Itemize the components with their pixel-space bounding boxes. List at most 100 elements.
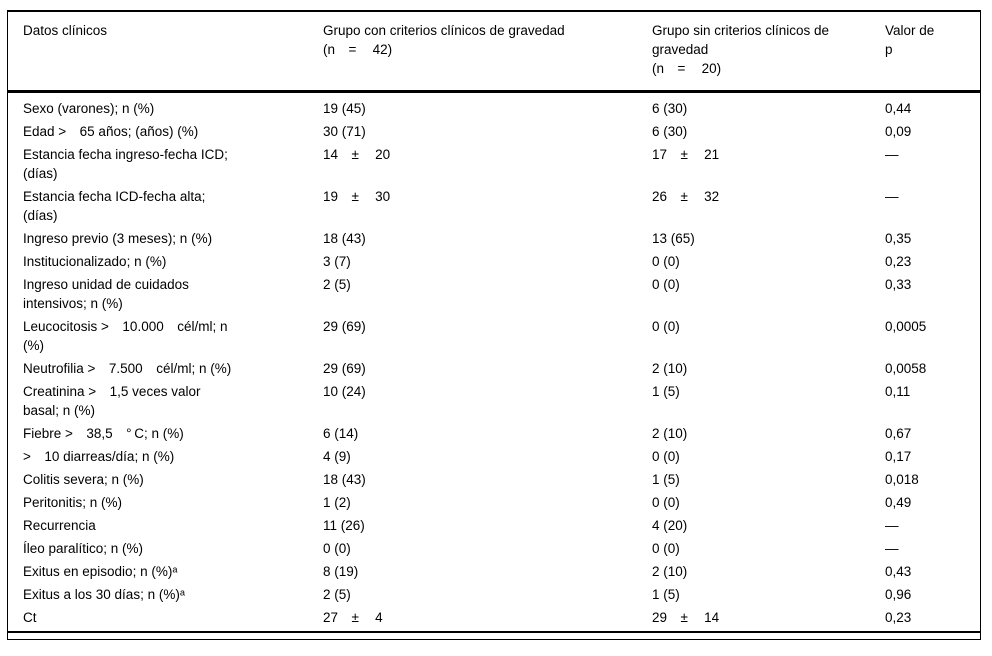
cell-group-without: 1 (5) bbox=[652, 587, 680, 602]
cell-group-without: 0 (0) bbox=[652, 277, 680, 292]
table-row-creatinina: Creatinina > 1,5 veces valor basal; n (%… bbox=[8, 380, 981, 422]
row-label: > 10 diarreas/día; n (%) bbox=[23, 449, 175, 464]
column-header-datos-clinicos: Datos clínicos bbox=[8, 11, 323, 93]
cell-group-with: 19 ± 30 bbox=[323, 189, 391, 204]
row-label: Estancia fecha ingreso-fecha ICD; (días) bbox=[23, 147, 228, 181]
row-label: Ingreso previo (3 meses); n (%) bbox=[23, 231, 213, 246]
table-row-diarreas: > 10 diarreas/día; n (%) 4 (9) 0 (0) 0,1… bbox=[8, 445, 981, 468]
cell-group-without: 0 (0) bbox=[652, 495, 680, 510]
clinical-data-table-frame: Datos clínicos Grupo con criterios clíni… bbox=[7, 10, 981, 640]
cell-group-without: 2 (10) bbox=[652, 564, 688, 579]
cell-p-value: 0,67 bbox=[885, 426, 912, 441]
table-row-peritonitis: Peritonitis; n (%) 1 (2) 0 (0) 0,49 bbox=[8, 491, 981, 514]
cell-p-value: — bbox=[885, 147, 899, 162]
table-header: Datos clínicos Grupo con criterios clíni… bbox=[8, 11, 981, 93]
row-label: Ingreso unidad de cuidados intensivos; n… bbox=[23, 277, 189, 311]
table-row-institucionalizado: Institucionalizado; n (%) 3 (7) 0 (0) 0,… bbox=[8, 250, 981, 273]
column-header-grupo-sin-criterios: Grupo sin criterios clínicos de gravedad… bbox=[652, 11, 885, 93]
cell-group-without: 0 (0) bbox=[652, 449, 680, 464]
cell-p-value: — bbox=[885, 189, 899, 204]
cell-group-without: 0 (0) bbox=[652, 541, 680, 556]
cell-p-value: 0,0005 bbox=[885, 319, 927, 334]
cell-p-value: — bbox=[885, 518, 899, 533]
cell-group-without: 6 (30) bbox=[652, 101, 688, 116]
clinical-data-table: Datos clínicos Grupo con criterios clíni… bbox=[8, 10, 981, 633]
cell-p-value: 0,96 bbox=[885, 587, 912, 602]
cell-group-without: 2 (10) bbox=[652, 426, 688, 441]
table-row-ingreso-uci: Ingreso unidad de cuidados intensivos; n… bbox=[8, 273, 981, 315]
cell-p-value: 0,23 bbox=[885, 254, 912, 269]
cell-group-with: 2 (5) bbox=[323, 587, 351, 602]
table-row-exitus-30-dias: Exitus a los 30 días; n (%)ᵃ 2 (5) 1 (5)… bbox=[8, 583, 981, 606]
cell-group-with: 3 (7) bbox=[323, 254, 351, 269]
table-row-ingreso-previo: Ingreso previo (3 meses); n (%) 18 (43) … bbox=[8, 227, 981, 250]
row-label: Creatinina > 1,5 veces valor basal; n (%… bbox=[23, 384, 201, 418]
cell-group-without: 17 ± 21 bbox=[652, 147, 720, 162]
cell-p-value: 0,018 bbox=[885, 472, 919, 487]
cell-group-with: 29 (69) bbox=[323, 319, 366, 334]
cell-group-with: 4 (9) bbox=[323, 449, 351, 464]
cell-group-with: 1 (2) bbox=[323, 495, 351, 510]
table-row-ct: Ct 27 ± 4 29 ± 14 0,23 bbox=[8, 606, 981, 632]
table-row-ileo-paralitico: Íleo paralítico; n (%) 0 (0) 0 (0) — bbox=[8, 537, 981, 560]
cell-group-without: 13 (65) bbox=[652, 231, 695, 246]
table-row-sexo: Sexo (varones); n (%) 19 (45) 6 (30) 0,4… bbox=[8, 92, 981, 121]
row-label: Sexo (varones); n (%) bbox=[23, 101, 155, 116]
table-row-estancia-ingreso-icd: Estancia fecha ingreso-fecha ICD; (días)… bbox=[8, 143, 981, 185]
cell-p-value: — bbox=[885, 541, 899, 556]
cell-p-value: 0,09 bbox=[885, 124, 912, 139]
cell-p-value: 0,0058 bbox=[885, 361, 927, 376]
cell-p-value: 0,17 bbox=[885, 449, 912, 464]
cell-group-with: 0 (0) bbox=[323, 541, 351, 556]
cell-group-with: 8 (19) bbox=[323, 564, 359, 579]
cell-group-with: 29 (69) bbox=[323, 361, 366, 376]
cell-group-with: 18 (43) bbox=[323, 231, 366, 246]
cell-group-with: 14 ± 20 bbox=[323, 147, 391, 162]
row-label: Ct bbox=[23, 610, 37, 625]
cell-group-with: 2 (5) bbox=[323, 277, 351, 292]
table-body: Sexo (varones); n (%) 19 (45) 6 (30) 0,4… bbox=[8, 92, 981, 633]
row-label: Exitus en episodio; n (%)ᵃ bbox=[23, 564, 178, 579]
row-label: Leucocitosis > 10.000 cél/ml; n (%) bbox=[23, 319, 228, 353]
cell-p-value: 0,33 bbox=[885, 277, 912, 292]
cell-group-with: 11 (26) bbox=[323, 518, 365, 533]
cell-group-without: 0 (0) bbox=[652, 319, 680, 334]
row-label: Edad > 65 años; (años) (%) bbox=[23, 124, 199, 139]
row-label: Recurrencia bbox=[23, 518, 96, 533]
row-label: Fiebre > 38,5 ° C; n (%) bbox=[23, 426, 184, 441]
cell-group-with: 6 (14) bbox=[323, 426, 359, 441]
column-header-grupo-con-criterios: Grupo con criterios clínicos de gravedad… bbox=[323, 11, 652, 93]
cell-group-with: 19 (45) bbox=[323, 101, 366, 116]
column-header-valor-de-p: Valor de p bbox=[885, 11, 981, 93]
cell-group-with: 10 (24) bbox=[323, 384, 366, 399]
header-row: Datos clínicos Grupo con criterios clíni… bbox=[8, 11, 981, 93]
cell-group-with: 30 (71) bbox=[323, 124, 366, 139]
table-row-leucocitosis: Leucocitosis > 10.000 cél/ml; n (%) 29 (… bbox=[8, 315, 981, 357]
cell-p-value: 0,44 bbox=[885, 101, 912, 116]
cell-group-without: 6 (30) bbox=[652, 124, 688, 139]
cell-p-value: 0,43 bbox=[885, 564, 912, 579]
table-row-fiebre: Fiebre > 38,5 ° C; n (%) 6 (14) 2 (10) 0… bbox=[8, 422, 981, 445]
table-row-estancia-icd-alta: Estancia fecha ICD-fecha alta; (días) 19… bbox=[8, 185, 981, 227]
table-row-exitus-episodio: Exitus en episodio; n (%)ᵃ 8 (19) 2 (10)… bbox=[8, 560, 981, 583]
cell-group-without: 0 (0) bbox=[652, 254, 680, 269]
cell-group-without: 29 ± 14 bbox=[652, 610, 720, 625]
cell-group-without: 2 (10) bbox=[652, 361, 688, 376]
row-label: Neutrofilia > 7.500 cél/ml; n (%) bbox=[23, 361, 232, 376]
cell-group-without: 1 (5) bbox=[652, 384, 680, 399]
cell-group-without: 1 (5) bbox=[652, 472, 680, 487]
cell-p-value: 0,49 bbox=[885, 495, 912, 510]
cell-group-with: 18 (43) bbox=[323, 472, 366, 487]
cell-p-value: 0,35 bbox=[885, 231, 912, 246]
row-label: Institucionalizado; n (%) bbox=[23, 254, 167, 269]
cell-p-value: 0,11 bbox=[885, 384, 911, 399]
cell-group-without: 4 (20) bbox=[652, 518, 688, 533]
cell-group-with: 27 ± 4 bbox=[323, 610, 383, 625]
cell-p-value: 0,23 bbox=[885, 610, 912, 625]
table-row-edad: Edad > 65 años; (años) (%) 30 (71) 6 (30… bbox=[8, 120, 981, 143]
row-label: Íleo paralítico; n (%) bbox=[23, 541, 144, 556]
table-row-neutrofilia: Neutrofilia > 7.500 cél/ml; n (%) 29 (69… bbox=[8, 357, 981, 380]
table-row-recurrencia: Recurrencia 11 (26) 4 (20) — bbox=[8, 514, 981, 537]
row-label: Estancia fecha ICD-fecha alta; (días) bbox=[23, 189, 206, 223]
cell-group-without: 26 ± 32 bbox=[652, 189, 720, 204]
